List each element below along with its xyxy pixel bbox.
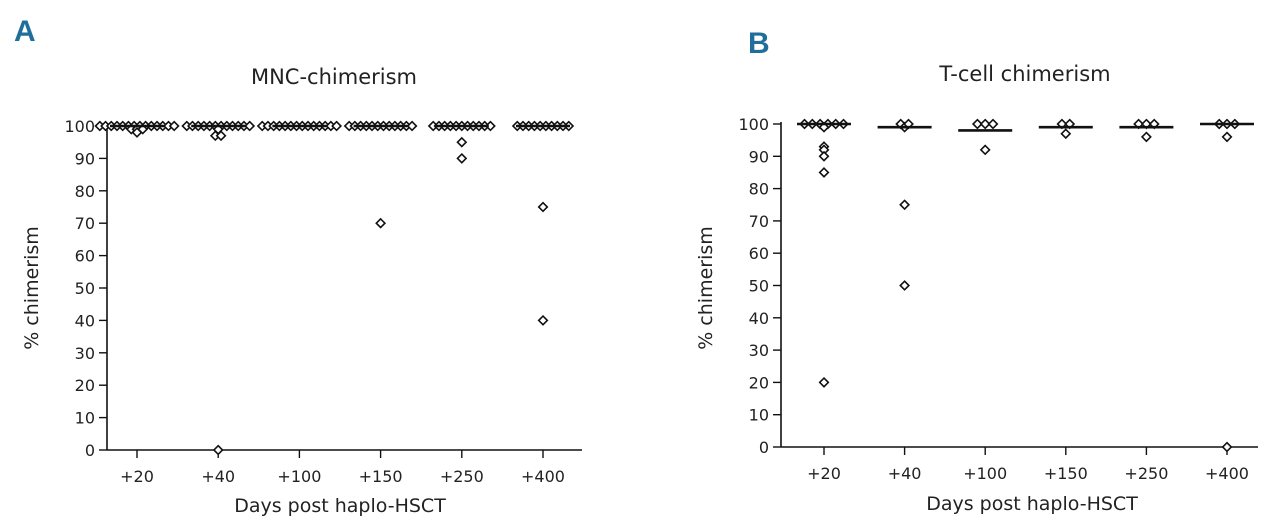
x-tick-label: +20 <box>120 467 154 486</box>
y-tick-label: 0 <box>759 438 769 457</box>
data-point <box>168 120 180 132</box>
y-axis-label-b: % chimerism <box>695 226 717 350</box>
data-point <box>818 167 830 178</box>
chart-title-b: T-cell chimerism <box>938 62 1110 86</box>
panel-letter-b: B <box>748 27 770 60</box>
x-tick-label: +40 <box>888 464 922 483</box>
data-point <box>979 144 991 156</box>
y-tick-label: 80 <box>75 182 95 201</box>
data-points-b <box>799 118 1241 453</box>
data-point <box>818 150 830 162</box>
data-point <box>456 136 468 148</box>
data-point <box>971 118 983 130</box>
y-tick-label: 90 <box>749 147 769 166</box>
data-point <box>375 217 387 229</box>
data-point <box>1221 131 1233 143</box>
data-point <box>979 118 991 130</box>
data-point <box>899 280 911 291</box>
y-tick-label: 60 <box>749 244 769 263</box>
y-tick-label: 10 <box>749 406 769 425</box>
data-point <box>1140 131 1152 143</box>
x-tick-label: +150 <box>359 467 403 486</box>
y-tick-label: 10 <box>75 409 95 428</box>
data-point <box>244 120 256 132</box>
y-tick-label: 50 <box>75 279 95 298</box>
data-point <box>818 376 830 388</box>
y-tick-label: 100 <box>738 115 769 134</box>
y-tick-label: 20 <box>749 373 769 392</box>
y-axis-label-a: % chimerism <box>21 226 43 350</box>
chart-title-a: MNC-chimerism <box>251 65 417 89</box>
data-point <box>212 123 224 135</box>
data-point <box>899 199 911 211</box>
y-tick-label: 40 <box>75 311 95 330</box>
x-tick-label: +100 <box>277 467 321 486</box>
data-point <box>406 120 418 132</box>
data-point <box>987 118 999 130</box>
data-point <box>537 314 549 326</box>
data-point <box>818 121 830 133</box>
y-tick-label: 20 <box>75 376 95 395</box>
panel-letter-a: A <box>14 15 36 48</box>
y-tick-label: 30 <box>75 344 95 363</box>
x-axis-label-b: Days post haplo-HSCT <box>926 493 1138 515</box>
y-tick-label: 100 <box>64 117 95 136</box>
x-tick-label: +250 <box>1124 464 1168 483</box>
y-tick-label: 40 <box>749 309 769 328</box>
x-tick-label: +400 <box>1205 464 1249 483</box>
y-tick-label: 50 <box>749 277 769 296</box>
x-tick-label: +150 <box>1044 464 1088 483</box>
data-point <box>331 120 343 132</box>
data-point <box>1060 128 1072 140</box>
data-point <box>1221 441 1233 453</box>
y-tick-label: 0 <box>85 441 95 460</box>
x-tick-label: +100 <box>963 464 1007 483</box>
y-tick-label: 30 <box>749 341 769 360</box>
data-point <box>456 152 468 164</box>
data-point <box>537 201 549 213</box>
panel-b: B T-cell chimerism % chimerism Days post… <box>695 27 1258 515</box>
x-tick-label: +400 <box>521 467 565 486</box>
x-tick-label: +250 <box>440 467 484 486</box>
data-points-a <box>94 120 575 456</box>
data-point <box>212 444 224 456</box>
x-axis-label-a: Days post haplo-HSCT <box>234 495 446 517</box>
x-tick-label: +40 <box>201 467 235 486</box>
y-tick-label: 60 <box>75 247 95 266</box>
data-point <box>484 120 496 132</box>
y-tick-label: 80 <box>749 180 769 199</box>
plot-a: 0 10 20 30 40 50 60 70 80 90 100 +20 +40 +100 +150 +250… <box>64 117 582 486</box>
x-tick-label: +20 <box>807 464 841 483</box>
y-tick-label: 70 <box>749 212 769 231</box>
plot-b: 0 10 20 30 40 50 60 70 80 90 100 +20 +40 +100 +150 +250… <box>738 115 1258 483</box>
y-tick-label: 70 <box>75 214 95 233</box>
panel-a: A MNC-chimerism % chimerism Days post ha… <box>14 15 582 517</box>
y-tick-label: 90 <box>75 149 95 168</box>
